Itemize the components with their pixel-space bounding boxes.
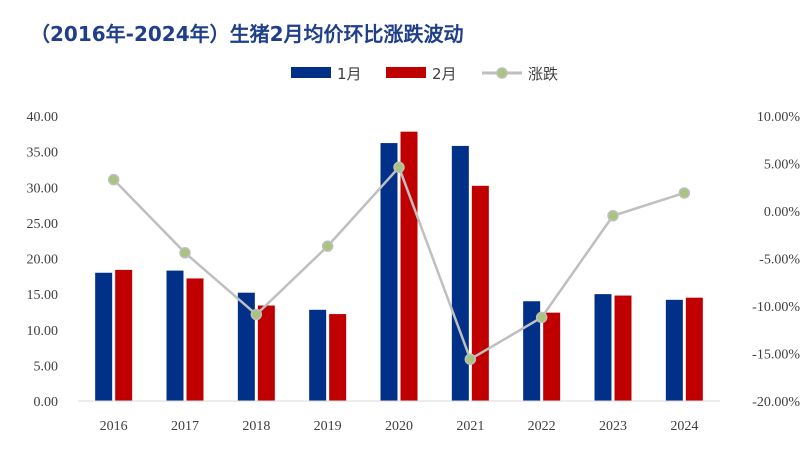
bar-2-2018 [257, 305, 275, 401]
bar-1-2020 [380, 143, 398, 401]
line-point-2024 [678, 187, 691, 199]
y-left-tick-label: 35.00 [27, 146, 59, 161]
legend-label-series-3: 涨跌 [528, 65, 558, 83]
x-tick-label: 2020 [385, 419, 413, 434]
y-left-tick-label: 30.00 [27, 181, 59, 196]
legend: 1月 2月 涨跌 [291, 65, 558, 83]
y-left-tick-label: 0.00 [34, 395, 59, 410]
line-point-2023 [607, 210, 619, 222]
legend-label-series-1: 1月 [337, 65, 362, 83]
bar-2-2023 [614, 295, 632, 401]
line-point-2017 [179, 247, 191, 259]
bar-1-2018 [237, 292, 255, 401]
line-point-2016 [107, 173, 120, 186]
y-left-tick-label: 15.00 [27, 288, 59, 303]
line-point-2020 [393, 161, 405, 174]
y-right-tick-label: 0.00% [764, 205, 801, 220]
y-right-tick-label: 10.00% [757, 110, 801, 125]
bar-1-2019 [309, 309, 327, 401]
bar-2-2024 [685, 297, 703, 401]
x-tick-label: 2022 [528, 419, 556, 434]
line-point-2018 [250, 308, 263, 321]
y-left-tick-label: 10.00 [27, 324, 59, 339]
legend-swatch-series-1 [291, 67, 331, 78]
bar-2-2016 [115, 269, 133, 401]
bar-2-2021 [471, 185, 489, 401]
legend-swatch-series-2 [386, 67, 426, 78]
line-point-2021 [464, 353, 477, 365]
tick-labels: 0.00 5.00 10.00 15.00 20.00 25.00 30.00 35.00 40… [27, 110, 801, 434]
line-point-2019 [321, 240, 334, 252]
x-tick-label: 2024 [670, 419, 698, 434]
bar-2-2017 [186, 278, 204, 401]
bar-2-2020 [400, 131, 418, 402]
bar-1-2021 [451, 145, 469, 401]
x-tick-label: 2023 [599, 419, 627, 434]
y-right-tick-label: -20.00% [752, 395, 800, 410]
y-left-tick-label: 40.00 [27, 110, 59, 125]
line-marks [107, 161, 691, 365]
x-tick-label: 2016 [100, 419, 128, 434]
bar-1-2017 [166, 270, 184, 401]
line-point-2022 [535, 311, 548, 324]
y-left-tick-label: 5.00 [34, 359, 59, 374]
y-right-tick-label: -15.00% [752, 348, 800, 363]
bar-2-2022 [543, 312, 561, 401]
x-tick-label: 2019 [314, 419, 342, 434]
bar-1-2016 [95, 272, 113, 401]
bar-1-2024 [665, 299, 683, 401]
y-left-tick-label: 25.00 [27, 217, 59, 232]
legend-label-series-2: 2月 [432, 65, 457, 83]
bar-2-2019 [329, 314, 347, 401]
chart-title: （2016年-2024年）生猪2月均价环比涨跌波动 [30, 22, 464, 46]
x-tick-label: 2021 [456, 419, 484, 434]
bar-1-2023 [594, 294, 612, 401]
y-left-tick-label: 20.00 [27, 253, 59, 268]
y-right-tick-label: 5.00% [764, 158, 801, 173]
x-tick-label: 2017 [171, 419, 199, 434]
legend-marker-series-3 [496, 67, 508, 79]
y-right-tick-label: -10.00% [752, 300, 800, 315]
x-tick-label: 2018 [242, 419, 270, 434]
y-right-tick-label: -5.00% [759, 253, 800, 268]
